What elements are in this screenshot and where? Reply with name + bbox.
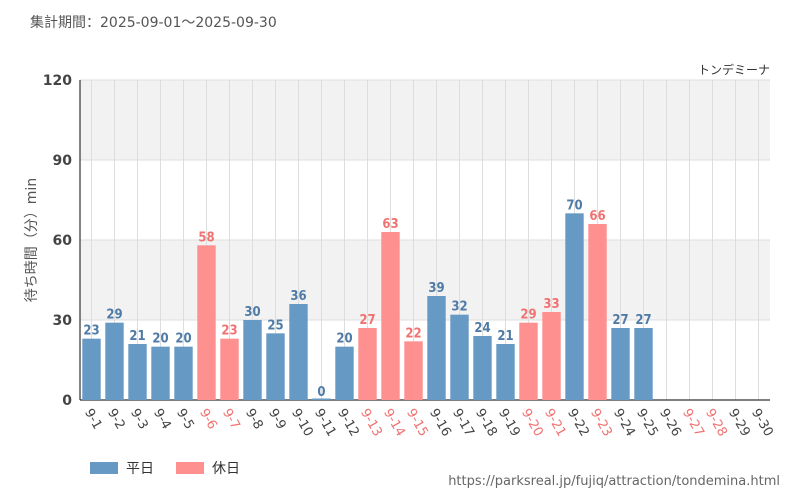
x-tick-label: 9-25 — [633, 406, 661, 439]
bar — [289, 304, 308, 400]
bar — [450, 314, 469, 400]
bar — [128, 344, 147, 400]
x-tick-label: 9-10 — [288, 406, 316, 439]
legend: 平日 休日 — [90, 458, 240, 478]
bar-value-label: 32 — [451, 300, 467, 315]
y-tick-label: 120 — [43, 73, 72, 89]
bar — [381, 232, 400, 400]
source-url: https://parksreal.jp/fujiq/attraction/to… — [448, 474, 780, 489]
bar — [151, 346, 170, 400]
bar — [473, 336, 492, 400]
bar — [358, 328, 377, 400]
x-tick-label: 9-12 — [334, 406, 362, 439]
bar-value-label: 23 — [83, 324, 99, 339]
period-label: 集計期間：2025-09-01〜2025-09-30 — [30, 15, 277, 31]
x-tick-label: 9-16 — [426, 406, 454, 439]
x-tick-label: 9-21 — [541, 406, 569, 439]
bar — [542, 312, 561, 400]
grid-band — [80, 80, 770, 160]
bar-value-label: 21 — [129, 329, 145, 344]
x-tick-label: 9-17 — [449, 406, 477, 439]
legend-item-holiday: 休日 — [176, 458, 240, 478]
legend-swatch-holiday — [176, 462, 204, 474]
bar-value-label: 20 — [175, 332, 191, 347]
bar-value-label: 20 — [336, 332, 352, 347]
bar-value-label: 27 — [635, 313, 651, 328]
bar-value-label: 66 — [589, 209, 605, 224]
bar-value-label: 29 — [520, 308, 536, 323]
bar — [243, 320, 262, 400]
bar-value-label: 24 — [474, 321, 490, 336]
x-tick-label: 9-4 — [150, 406, 174, 432]
x-tick-label: 9-19 — [495, 406, 523, 439]
grid-band — [80, 240, 770, 320]
bar-value-label: 27 — [612, 313, 628, 328]
y-tick-label: 30 — [53, 313, 73, 329]
bar-value-label: 22 — [405, 326, 421, 341]
x-tick-label: 9-7 — [219, 406, 243, 432]
bar-value-label: 58 — [198, 230, 214, 245]
bar-value-label: 20 — [152, 332, 168, 347]
x-tick-label: 9-13 — [357, 406, 385, 439]
x-tick-label: 9-27 — [679, 406, 707, 439]
bar-value-label: 30 — [244, 305, 260, 320]
bar — [220, 338, 239, 400]
x-tick-label: 9-6 — [196, 406, 220, 432]
x-tick-label: 9-26 — [656, 406, 684, 439]
bar-value-label: 36 — [290, 289, 306, 304]
bar — [634, 328, 653, 400]
x-tick-label: 9-23 — [587, 406, 615, 439]
bar-value-label: 70 — [566, 198, 582, 213]
bar-value-label: 25 — [267, 318, 283, 333]
x-tick-label: 9-24 — [610, 406, 638, 439]
y-tick-label: 0 — [62, 393, 72, 409]
bar-value-label: 63 — [382, 217, 398, 232]
bar — [611, 328, 630, 400]
bar — [335, 346, 354, 400]
bar — [197, 245, 216, 400]
bar — [312, 398, 331, 400]
bar-value-label: 27 — [359, 313, 375, 328]
y-tick-label: 90 — [53, 153, 73, 169]
legend-item-weekday: 平日 — [90, 458, 154, 478]
x-tick-label: 9-18 — [472, 406, 500, 439]
legend-swatch-weekday — [90, 462, 118, 474]
bar-value-label: 29 — [106, 308, 122, 323]
x-tick-label: 9-22 — [564, 406, 592, 439]
x-tick-label: 9-5 — [173, 406, 197, 432]
bar — [404, 341, 423, 400]
x-tick-label: 9-30 — [748, 406, 776, 439]
x-tick-label: 9-1 — [81, 406, 105, 432]
bar-value-label: 23 — [221, 324, 237, 339]
bar — [82, 338, 101, 400]
x-tick-label: 9-20 — [518, 406, 546, 439]
bar — [588, 224, 607, 400]
attraction-name: トンデミーナ — [697, 63, 770, 77]
bar — [496, 344, 515, 400]
bar — [105, 322, 124, 400]
x-tick-label: 9-11 — [311, 406, 339, 439]
bar — [266, 333, 285, 400]
y-tick-label: 60 — [53, 233, 73, 249]
legend-label-holiday: 休日 — [212, 461, 240, 477]
bar — [565, 213, 584, 400]
x-tick-label: 9-29 — [725, 406, 753, 439]
legend-label-weekday: 平日 — [126, 461, 154, 477]
bar-value-label: 33 — [543, 297, 559, 312]
bar — [427, 296, 446, 400]
x-tick-label: 9-28 — [702, 406, 730, 439]
bar — [519, 322, 538, 400]
x-tick-label: 9-2 — [104, 406, 128, 432]
x-tick-label: 9-3 — [127, 406, 151, 432]
x-tick-label: 9-15 — [403, 406, 431, 439]
bar-value-label: 0 — [317, 385, 325, 400]
x-tick-label: 9-8 — [242, 406, 266, 432]
x-tick-label: 9-14 — [380, 406, 408, 439]
bar-value-label: 39 — [428, 281, 444, 296]
bar — [174, 346, 193, 400]
bar-value-label: 21 — [497, 329, 513, 344]
x-tick-label: 9-9 — [265, 406, 289, 432]
